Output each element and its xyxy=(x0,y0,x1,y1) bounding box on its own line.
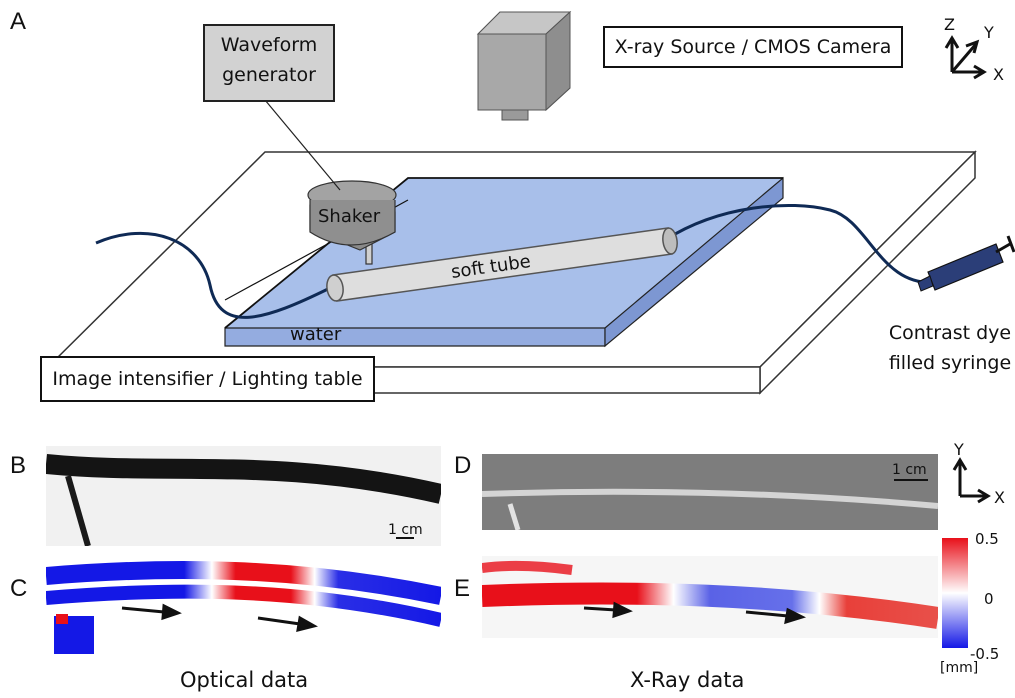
caption-xray: X-Ray data xyxy=(630,668,745,692)
waveform-generator-line2: generator xyxy=(222,64,316,86)
caption-optical: Optical data xyxy=(180,668,309,692)
syringe-label-line1: Contrast dye xyxy=(888,322,1012,344)
optical-image: 1 cm xyxy=(46,446,441,546)
setup-illustration: Shaker soft tube water Z Y X xyxy=(46,10,1015,395)
water-label: water xyxy=(290,324,342,345)
axis-z-label: Z xyxy=(944,15,955,34)
optical-displacement-map xyxy=(46,561,441,654)
colorbar-min: -0.5 xyxy=(970,645,1000,663)
axis-y-label: Y xyxy=(983,23,994,42)
arrow-e1 xyxy=(583,601,633,619)
axis2d-y-label: Y xyxy=(954,440,964,459)
xray-source-icon xyxy=(476,10,572,121)
syringe-icon xyxy=(917,235,1015,292)
panel-label-e: E xyxy=(454,575,471,602)
soft-tube xyxy=(326,227,678,302)
panel-label-a: A xyxy=(10,8,27,35)
panel-label-c: C xyxy=(10,575,28,602)
syringe-label: Contrast dye filled syringe xyxy=(885,318,1015,378)
arrow-e2 xyxy=(745,607,806,625)
colorbar xyxy=(942,538,968,648)
axis-x-label: X xyxy=(993,65,1004,84)
shaker xyxy=(307,180,397,265)
axes-2d-icon xyxy=(952,457,991,504)
panel-label-d: D xyxy=(454,452,472,479)
panel-label-b: B xyxy=(10,452,27,479)
xray-image: 1 cm xyxy=(482,454,938,530)
axis2d-x-label: X xyxy=(994,488,1005,507)
xray-source-label: X-ray Source / CMOS Camera xyxy=(603,26,903,68)
tube-wire-right xyxy=(664,203,941,285)
generator-cable xyxy=(264,99,341,191)
syringe-label-line2: filled syringe xyxy=(888,352,1012,374)
colorbar-max: 0.5 xyxy=(975,530,999,548)
image-intensifier-label: Image intensifier / Lighting table xyxy=(40,356,375,402)
arrow-c2 xyxy=(257,615,318,633)
colorbar-unit: [mm] xyxy=(940,660,979,676)
axes-3d-icon xyxy=(944,35,987,80)
xray-displacement-map xyxy=(482,556,938,638)
waveform-generator-box: Waveform generator xyxy=(203,24,335,102)
scale-bar-b: 1 cm xyxy=(388,522,423,538)
colorbar-mid: 0 xyxy=(984,590,994,608)
arrow-c1 xyxy=(121,603,182,621)
tube-wire-left xyxy=(95,231,331,319)
waveform-generator-line1: Waveform xyxy=(220,34,318,56)
scale-bar-d: 1 cm xyxy=(892,462,927,478)
shaker-label: Shaker xyxy=(318,206,381,227)
